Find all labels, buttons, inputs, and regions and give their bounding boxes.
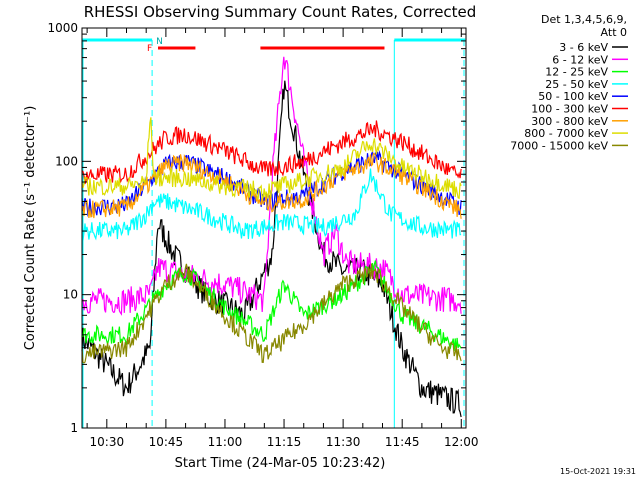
- plot-frame: [81, 27, 467, 429]
- legend-header-detectors: Det 1,3,4,5,6,9,: [541, 13, 627, 26]
- y-tick-label: 100: [55, 154, 78, 168]
- series-line-12-25-kev: [81, 260, 462, 352]
- x-tick-label: 11:30: [326, 435, 361, 449]
- series-line-25-50-kev: [81, 168, 462, 241]
- legend-label: 12 - 25 keV: [545, 66, 608, 79]
- legend-label: 100 - 300 keV: [531, 103, 608, 116]
- legend-header-attenuator: Att 0: [601, 26, 627, 39]
- legend-label: 300 - 800 keV: [531, 115, 608, 128]
- x-tick-label: 11:15: [267, 435, 302, 449]
- legend-label: 7000 - 15000 keV: [510, 139, 608, 152]
- legend-label: 25 - 50 keV: [545, 78, 608, 91]
- series-line-100-300-kev: [81, 120, 462, 185]
- legend-label: 800 - 7000 keV: [524, 127, 608, 140]
- x-tick-label: 10:30: [90, 435, 125, 449]
- y-tick-label: 1000: [47, 21, 78, 35]
- x-axis-label: Start Time (24-Mar-05 10:23:42): [175, 456, 386, 471]
- series-line-3-6-kev: [81, 80, 462, 418]
- night-flag-label: N: [156, 37, 163, 47]
- series-line-800-7000-kev: [81, 117, 462, 202]
- axes: 1 10 100 1000 10:30 10:45 11:00 11:15 11:30 11:45…: [47, 21, 478, 449]
- y-tick-label: 10: [63, 288, 78, 302]
- chart-title: RHESSI Observing Summary Count Rates, Co…: [84, 3, 477, 21]
- plot-timestamp: 15-Oct-2021 19:31: [560, 467, 636, 476]
- legend-label: 6 - 12 keV: [552, 53, 608, 66]
- x-tick-label: 10:45: [149, 435, 184, 449]
- series-lines: [81, 56, 462, 418]
- series-line-7000-15000-kev: [81, 263, 462, 364]
- x-tick-label: 11:45: [385, 435, 420, 449]
- y-axis-label: Corrected Count Rate (s⁻¹ detector⁻¹): [23, 106, 38, 351]
- x-tick-label: 12:00: [444, 435, 479, 449]
- legend-label: 3 - 6 keV: [559, 41, 608, 54]
- flare-flag-label: F: [147, 44, 152, 54]
- y-tick-label: 1: [70, 421, 78, 435]
- legend-label: 50 - 100 keV: [538, 90, 608, 103]
- x-tick-label: 11:00: [208, 435, 243, 449]
